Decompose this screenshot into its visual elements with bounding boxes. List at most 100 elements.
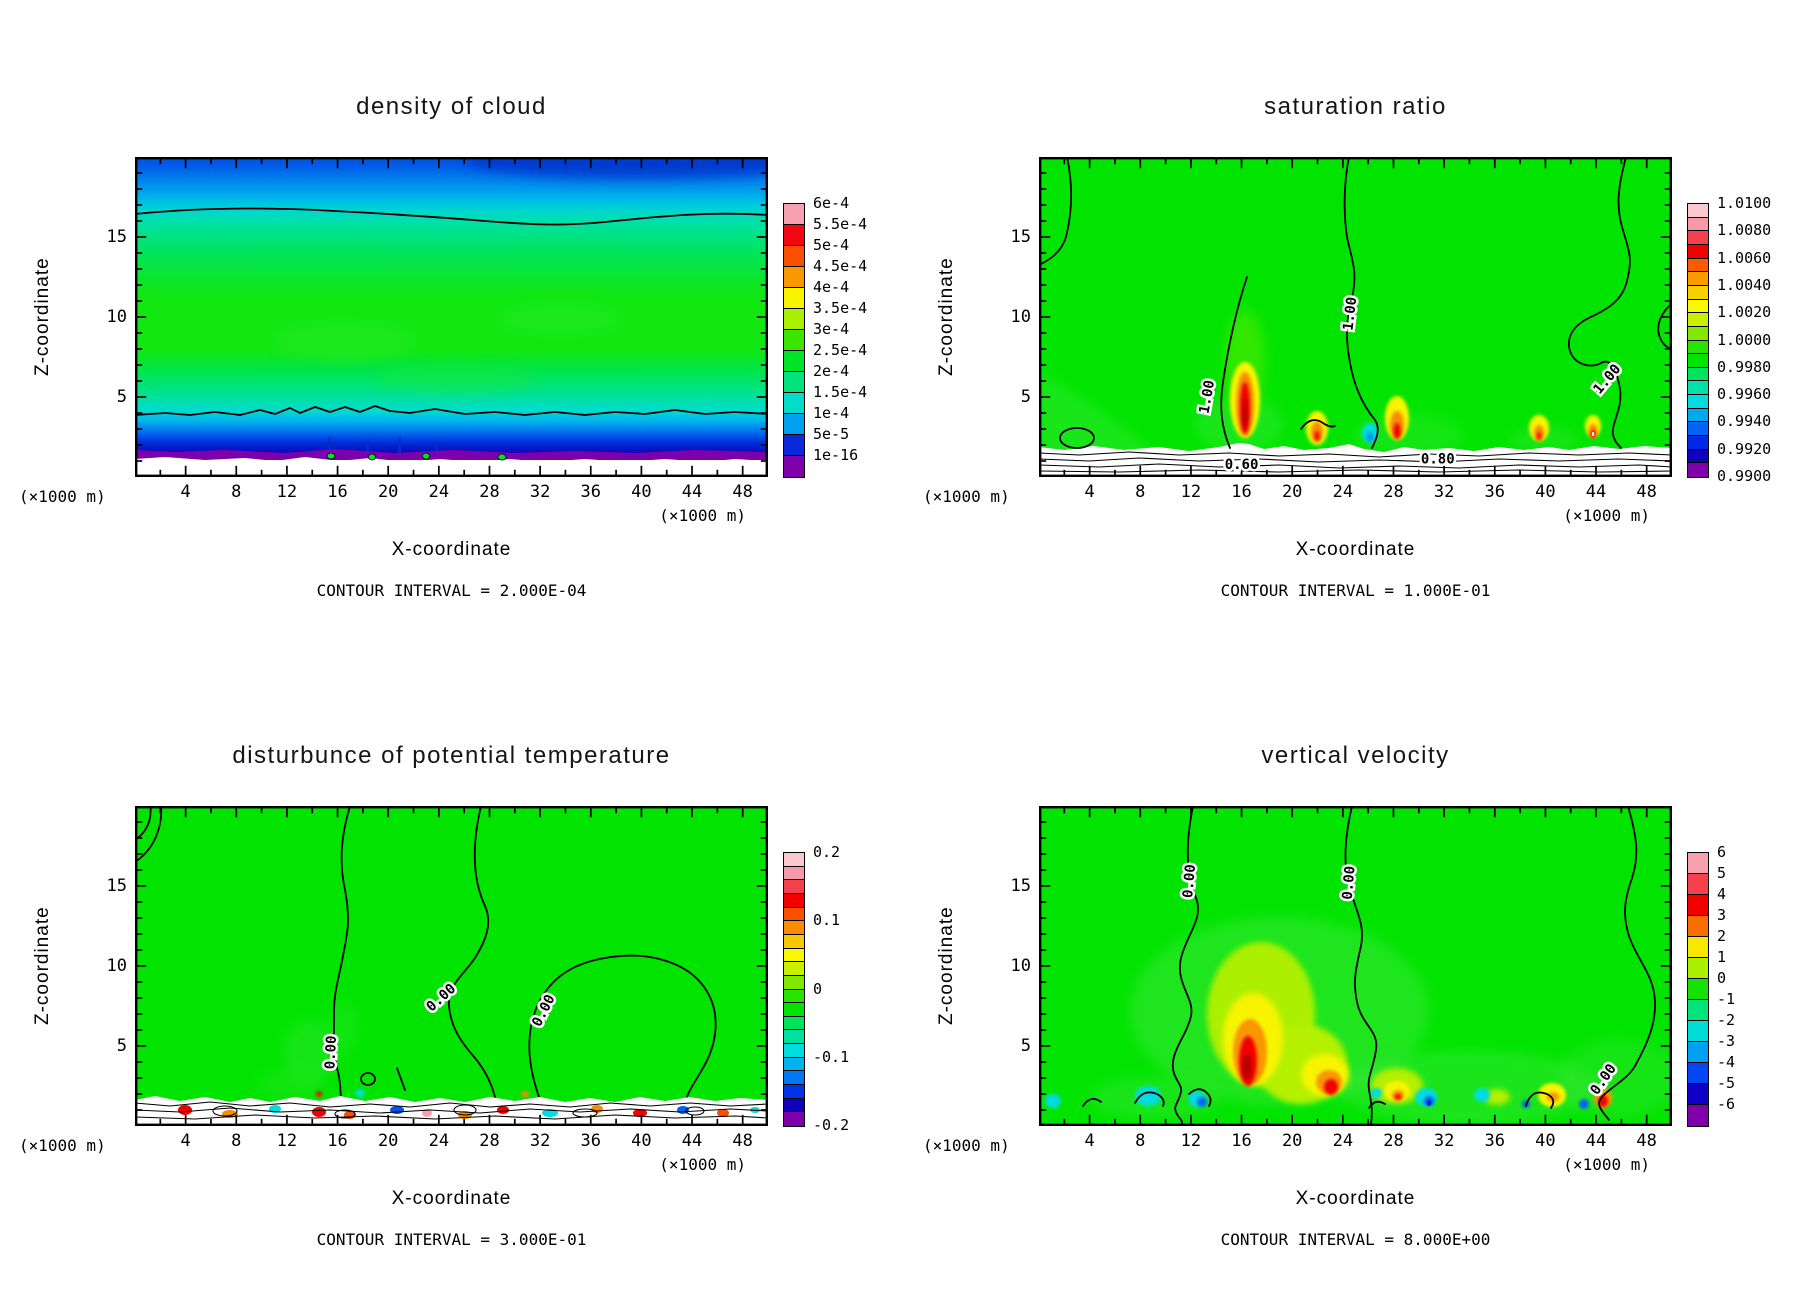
- contour-interval-caption: CONTOUR INTERVAL = 3.000E-01: [316, 1230, 587, 1249]
- x-tick-label: 4: [1084, 482, 1095, 502]
- x-tick-label: 48: [732, 1131, 753, 1151]
- colorbar-tick-label: 1.0060: [1717, 248, 1772, 267]
- colorbar-tick-label: -1: [1717, 990, 1736, 1008]
- x-tick-label: 28: [1383, 1131, 1404, 1151]
- panel-title: density of cloud: [356, 93, 547, 120]
- colorbar-segment: [783, 392, 805, 415]
- contour-line-label: 0.60: [1225, 457, 1259, 473]
- colorbar-tick-label: 1.0080: [1717, 221, 1772, 240]
- colorbar-segment: [1687, 1062, 1709, 1085]
- x-tick-label: 40: [631, 1131, 652, 1151]
- x-tick-label: 8: [1135, 1131, 1146, 1151]
- colorbar-tick-label: 1.0040: [1717, 275, 1772, 294]
- contour-line-label: 0.00: [1180, 864, 1199, 899]
- z-axis-title: Z-coordinate: [936, 257, 957, 377]
- colorbar-tick-label: 0.1: [813, 911, 841, 930]
- x-axis-tick-labels: 4 8 12 16 20 24 28 32 36 40 44 48: [135, 1131, 768, 1153]
- x-tick-label: 28: [479, 1131, 500, 1151]
- colorbar-segment: [1687, 1083, 1709, 1106]
- x-tick-label: 40: [1535, 482, 1556, 502]
- z-axis-tick-labels: 5 10 15: [989, 157, 1031, 477]
- x-tick-label: 36: [1484, 482, 1505, 502]
- colorbar-segment: [783, 266, 805, 289]
- colorbar-segment: [1687, 915, 1709, 938]
- contour-field-saturation-ratio: 1.001.001.000.60 0.80: [1039, 157, 1672, 477]
- z-axis-tick-labels: 5 10 15: [85, 806, 127, 1126]
- x-tick-label: 48: [732, 482, 753, 502]
- x-tick-label: 20: [1281, 482, 1303, 502]
- colorbar-tick-label: 3e-4: [813, 320, 850, 338]
- colorbar-segment: [1687, 999, 1709, 1022]
- x-tick-label: 44: [681, 1131, 703, 1151]
- x-tick-label: 40: [631, 482, 652, 502]
- x-tick-label: 20: [377, 482, 399, 502]
- colorbar-tick-label: 5e-5: [813, 425, 850, 443]
- z-tick-label: 15: [1010, 876, 1031, 896]
- contour-line-label: 0.80: [1421, 451, 1455, 467]
- axis-unit-left: (×1000 m): [19, 1136, 106, 1155]
- x-tick-label: 32: [1433, 482, 1455, 502]
- x-tick-label: 44: [681, 482, 703, 502]
- x-tick-label: 36: [1484, 1131, 1505, 1151]
- z-tick-label: 10: [106, 956, 127, 976]
- colorbar-tick-label: -5: [1717, 1074, 1736, 1092]
- panel-vertical-velocity: vertical velocity: [923, 742, 1735, 1249]
- colorbar-tick-label: 2.5e-4: [813, 341, 868, 359]
- x-tick-label: 8: [231, 482, 242, 502]
- colorbar-tick-label: 2e-4: [813, 362, 850, 380]
- x-tick-label: 4: [180, 482, 191, 502]
- x-tick-label: 40: [1535, 1131, 1556, 1151]
- x-axis-title: X-coordinate: [1295, 539, 1416, 560]
- panel-saturation-ratio: saturation ratio: [923, 93, 1771, 600]
- z-tick-label: 5: [1020, 387, 1031, 407]
- z-tick-label: 5: [116, 1036, 127, 1056]
- x-tick-label: 44: [1585, 1131, 1607, 1151]
- colorbar-tick-label: -6: [1717, 1095, 1736, 1113]
- x-tick-label: 12: [276, 482, 298, 502]
- x-axis-title: X-coordinate: [1295, 1188, 1416, 1209]
- x-tick-label: 16: [327, 482, 348, 502]
- x-tick-label: 20: [1281, 1131, 1303, 1151]
- colorbar-tick-label: 0.9960: [1717, 385, 1772, 404]
- colorbar-tick-label: 0.2: [813, 843, 841, 861]
- x-axis-title: X-coordinate: [391, 1188, 512, 1209]
- contour-interval-caption: CONTOUR INTERVAL = 1.000E-01: [1220, 581, 1491, 600]
- x-tick-label: 24: [1332, 1131, 1354, 1151]
- colorbar-segment: [783, 350, 805, 373]
- x-tick-label: 12: [1180, 482, 1202, 502]
- z-tick-label: 15: [106, 876, 127, 896]
- x-tick-label: 4: [180, 1131, 191, 1151]
- x-tick-label: 28: [1383, 482, 1404, 502]
- colorbar-segment: [1687, 1020, 1709, 1043]
- x-axis-tick-labels: 4 8 12 16 20 24 28 32 36 40 44 48: [135, 482, 768, 504]
- x-tick-label: 24: [428, 482, 450, 502]
- colorbar-tick-label: 4: [1717, 885, 1727, 903]
- contour-field-density-of-cloud: [135, 157, 768, 477]
- z-tick-label: 15: [1010, 227, 1031, 247]
- colorbar-tick-label: 5.5e-4: [813, 215, 868, 233]
- colorbar: 0.2 0.1 0 -0.1 -0.2: [783, 843, 849, 1134]
- colorbar-tick-label: 2: [1717, 927, 1727, 945]
- colorbar-segment: [1687, 1104, 1709, 1127]
- axis-unit-left: (×1000 m): [19, 487, 106, 506]
- colorbar-tick-label: 4e-4: [813, 278, 850, 296]
- colorbar-tick-label: 1e-16: [813, 446, 859, 464]
- x-tick-label: 44: [1585, 482, 1607, 502]
- z-tick-label: 15: [106, 227, 127, 247]
- z-axis-title: Z-coordinate: [936, 906, 957, 1026]
- x-tick-label: 36: [580, 482, 601, 502]
- contour-field-vertical-velocity: 0.00 0.000.00: [1039, 806, 1672, 1126]
- x-tick-label: 20: [377, 1131, 399, 1151]
- axis-unit-right: (×1000 m): [1563, 1155, 1650, 1174]
- colorbar-tick-label: 5e-4: [813, 236, 850, 254]
- colorbar-segment: [783, 329, 805, 352]
- z-axis-tick-labels: 5 10 15: [989, 806, 1031, 1126]
- x-tick-label: 36: [580, 1131, 601, 1151]
- colorbar-tick-label: 6e-4: [813, 194, 850, 212]
- colorbar-tick-label: 0.9980: [1717, 357, 1772, 376]
- colorbar-tick-label: 1.0100: [1717, 194, 1772, 212]
- colorbar-segment: [783, 203, 805, 226]
- x-tick-label: 8: [231, 1131, 242, 1151]
- colorbar-segment: [783, 308, 805, 331]
- panel-title: disturbunce of potential temperature: [232, 742, 671, 769]
